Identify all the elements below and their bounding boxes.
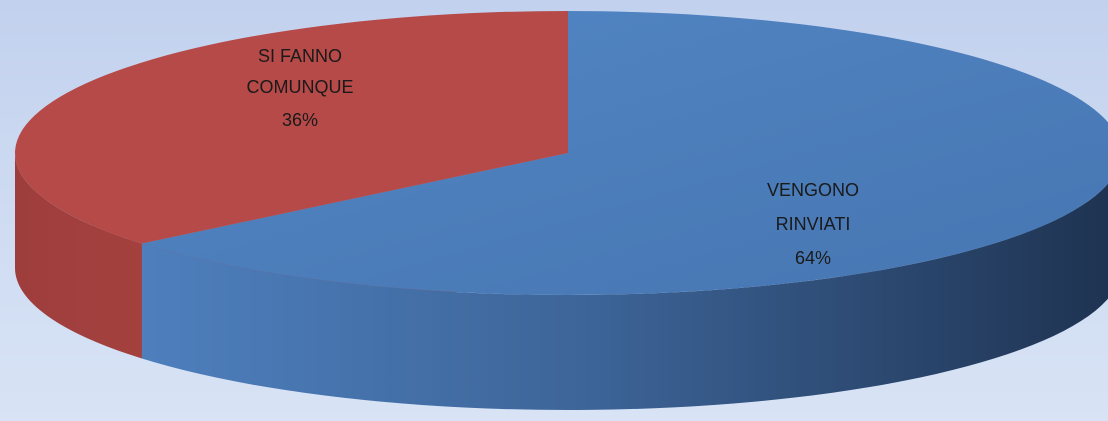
label-si-fanno-percent: 36%: [282, 110, 318, 130]
slice-side-vengono-rinviati: [141, 183, 1108, 410]
label-vengono-line1: VENGONO: [767, 180, 859, 200]
label-si-fanno-line1: SI FANNO: [258, 46, 342, 66]
slice-vengono-rinviati: [141, 11, 1108, 295]
label-vengono-line2: RINVIATI: [776, 214, 851, 234]
pie-tops: [15, 11, 1108, 295]
slice-si-fanno-comunque: [15, 11, 568, 244]
label-si-fanno-line2: COMUNQUE: [247, 77, 354, 97]
label-vengono-percent: 64%: [795, 248, 831, 268]
data-labels: SI FANNO COMUNQUE 36% VENGONO RINVIATI 6…: [247, 46, 860, 268]
